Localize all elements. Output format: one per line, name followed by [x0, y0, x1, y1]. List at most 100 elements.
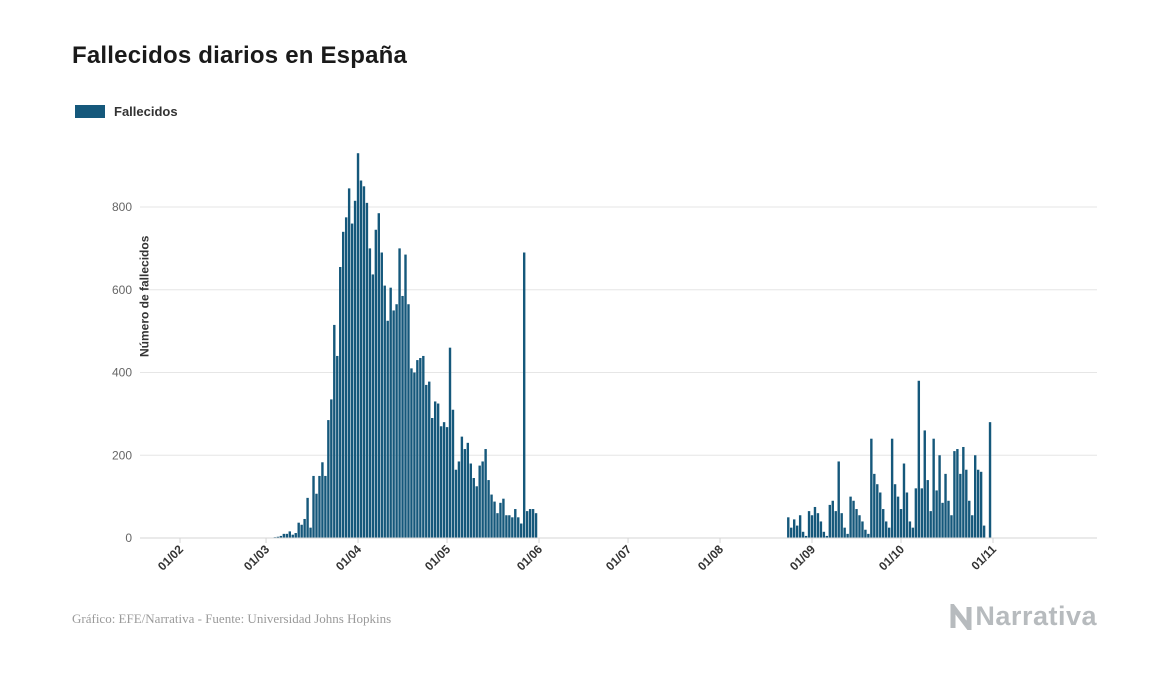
bar[interactable] [451, 409, 455, 538]
bar[interactable] [496, 513, 499, 538]
bar[interactable] [339, 266, 342, 538]
bar[interactable] [463, 449, 467, 538]
bar[interactable] [336, 355, 339, 538]
bar[interactable] [793, 519, 796, 538]
bar[interactable] [398, 248, 401, 539]
bar[interactable] [514, 509, 517, 538]
bar[interactable] [917, 380, 921, 538]
bar[interactable] [413, 372, 416, 539]
bar[interactable] [457, 461, 461, 538]
bar[interactable] [819, 521, 823, 538]
bar[interactable] [460, 436, 464, 538]
bar[interactable] [303, 518, 306, 538]
bar[interactable] [368, 248, 372, 539]
bar[interactable] [365, 202, 369, 539]
bar[interactable] [831, 500, 834, 538]
bar[interactable] [380, 252, 383, 538]
bar[interactable] [276, 536, 280, 538]
bar[interactable] [876, 484, 879, 538]
bar[interactable] [822, 531, 826, 538]
bar[interactable] [956, 449, 959, 538]
bar[interactable] [982, 525, 986, 538]
bar[interactable] [825, 535, 829, 538]
bar[interactable] [347, 188, 351, 538]
bar[interactable] [962, 446, 965, 538]
bar[interactable] [333, 324, 336, 538]
bar[interactable] [493, 501, 496, 538]
bar[interactable] [935, 490, 938, 538]
bar[interactable] [445, 427, 449, 538]
bar[interactable] [810, 515, 814, 538]
bar[interactable] [371, 274, 375, 538]
bar[interactable] [383, 285, 386, 538]
bar[interactable] [356, 153, 360, 538]
bar[interactable] [389, 287, 392, 538]
bar[interactable] [392, 310, 395, 538]
bar[interactable] [968, 500, 971, 538]
bar[interactable] [790, 527, 793, 538]
bar[interactable] [849, 496, 852, 539]
bar[interactable] [528, 509, 532, 538]
bar[interactable] [804, 535, 808, 538]
bar[interactable] [321, 462, 324, 538]
bar[interactable] [419, 358, 422, 538]
bar[interactable] [893, 484, 897, 538]
bar[interactable] [407, 304, 410, 538]
bar[interactable] [425, 384, 428, 538]
bar[interactable] [938, 455, 941, 538]
bar[interactable] [285, 533, 289, 538]
bar[interactable] [979, 471, 983, 538]
bar[interactable] [828, 504, 832, 538]
bar[interactable] [433, 401, 437, 538]
bar[interactable] [896, 496, 900, 539]
bar[interactable] [950, 515, 953, 538]
bar[interactable] [867, 533, 870, 538]
bar[interactable] [971, 515, 974, 538]
bar[interactable] [294, 533, 297, 538]
bar[interactable] [416, 360, 419, 538]
bar[interactable] [499, 502, 502, 538]
bar[interactable] [929, 511, 932, 538]
bar[interactable] [953, 451, 956, 538]
bar[interactable] [442, 422, 446, 538]
bar[interactable] [374, 229, 378, 538]
bar[interactable] [454, 469, 458, 538]
bar[interactable] [520, 523, 523, 538]
bar[interactable] [490, 494, 493, 538]
bar[interactable] [864, 529, 867, 538]
bar[interactable] [855, 509, 858, 538]
bar[interactable] [801, 531, 805, 538]
bar[interactable] [902, 463, 906, 538]
bar[interactable] [436, 403, 440, 538]
bar[interactable] [505, 515, 508, 538]
bar[interactable] [974, 455, 977, 538]
bar[interactable] [484, 449, 487, 538]
bar[interactable] [475, 486, 478, 538]
bar[interactable] [511, 517, 514, 538]
bar[interactable] [959, 473, 962, 538]
bar[interactable] [428, 381, 431, 538]
bar[interactable] [469, 463, 472, 538]
bar[interactable] [315, 493, 318, 538]
bar[interactable] [341, 231, 345, 538]
bar[interactable] [327, 420, 330, 538]
bar[interactable] [926, 480, 929, 538]
bar[interactable] [976, 469, 980, 538]
bar[interactable] [422, 355, 425, 538]
bar[interactable] [282, 533, 286, 538]
bar[interactable] [288, 531, 291, 538]
bar[interactable] [887, 527, 891, 538]
bar[interactable] [531, 509, 535, 538]
bar[interactable] [890, 438, 894, 538]
bar[interactable] [472, 478, 475, 538]
bar[interactable] [908, 521, 912, 538]
bar[interactable] [478, 465, 481, 538]
bar[interactable] [297, 522, 300, 538]
bar[interactable] [353, 200, 357, 539]
bar[interactable] [534, 513, 538, 538]
bar[interactable] [359, 180, 363, 538]
bar[interactable] [395, 304, 398, 538]
bar[interactable] [362, 186, 366, 538]
bar[interactable] [410, 368, 413, 538]
bar[interactable] [377, 213, 380, 538]
